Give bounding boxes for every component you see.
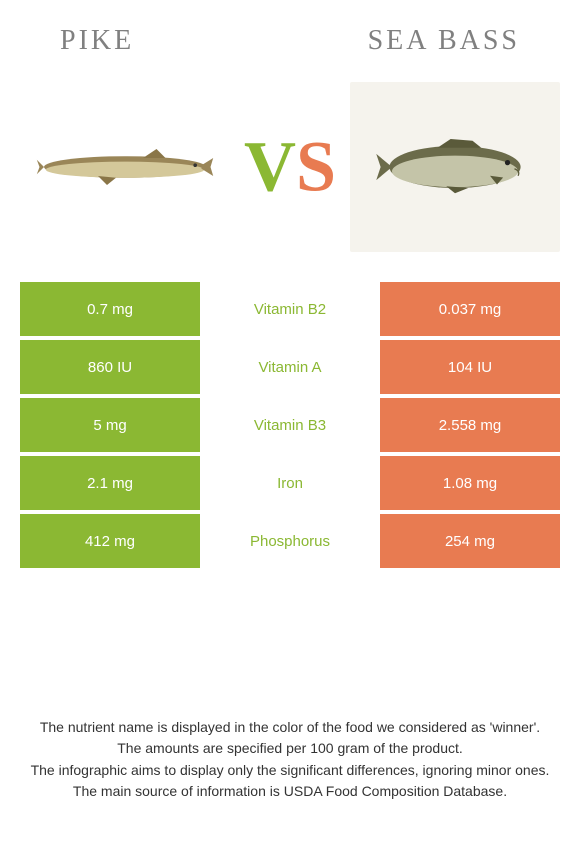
nutrient-name: Vitamin A	[200, 340, 380, 394]
seabass-value: 2.558 mg	[380, 398, 560, 452]
nutrient-name: Vitamin B3	[200, 398, 380, 452]
images-row: V S	[0, 72, 580, 262]
table-row: 5 mg Vitamin B3 2.558 mg	[20, 398, 560, 452]
seabass-value: 254 mg	[380, 514, 560, 568]
nutrient-name: Phosphorus	[200, 514, 380, 568]
table-row: 860 IU Vitamin A 104 IU	[20, 340, 560, 394]
nutrient-table: 0.7 mg Vitamin B2 0.037 mg 860 IU Vitami…	[0, 262, 580, 568]
footer-line: The main source of information is USDA F…	[24, 782, 556, 802]
seabass-value: 104 IU	[380, 340, 560, 394]
pike-value: 0.7 mg	[20, 282, 200, 336]
header: PIKE SEA BASS	[0, 0, 580, 72]
pike-value: 412 mg	[20, 514, 200, 568]
footer-notes: The nutrient name is displayed in the co…	[0, 718, 580, 804]
footer-line: The infographic aims to display only the…	[24, 761, 556, 781]
seabass-value: 0.037 mg	[380, 282, 560, 336]
seabass-image	[350, 82, 560, 252]
pike-value: 2.1 mg	[20, 456, 200, 510]
seabass-fish-icon	[365, 132, 545, 202]
nutrient-name: Iron	[200, 456, 380, 510]
pike-image	[20, 82, 230, 252]
pike-label: PIKE	[60, 25, 134, 57]
table-row: 412 mg Phosphorus 254 mg	[20, 514, 560, 568]
vs-badge: V S	[244, 126, 336, 209]
pike-value: 5 mg	[20, 398, 200, 452]
pike-value: 860 IU	[20, 340, 200, 394]
pike-fish-icon	[35, 132, 215, 202]
table-row: 0.7 mg Vitamin B2 0.037 mg	[20, 282, 560, 336]
seabass-label: SEA BASS	[368, 25, 520, 57]
vs-letter-s: S	[296, 126, 336, 209]
nutrient-name: Vitamin B2	[200, 282, 380, 336]
table-row: 2.1 mg Iron 1.08 mg	[20, 456, 560, 510]
seabass-value: 1.08 mg	[380, 456, 560, 510]
vs-letter-v: V	[244, 126, 296, 209]
footer-line: The nutrient name is displayed in the co…	[24, 718, 556, 738]
footer-line: The amounts are specified per 100 gram o…	[24, 739, 556, 759]
